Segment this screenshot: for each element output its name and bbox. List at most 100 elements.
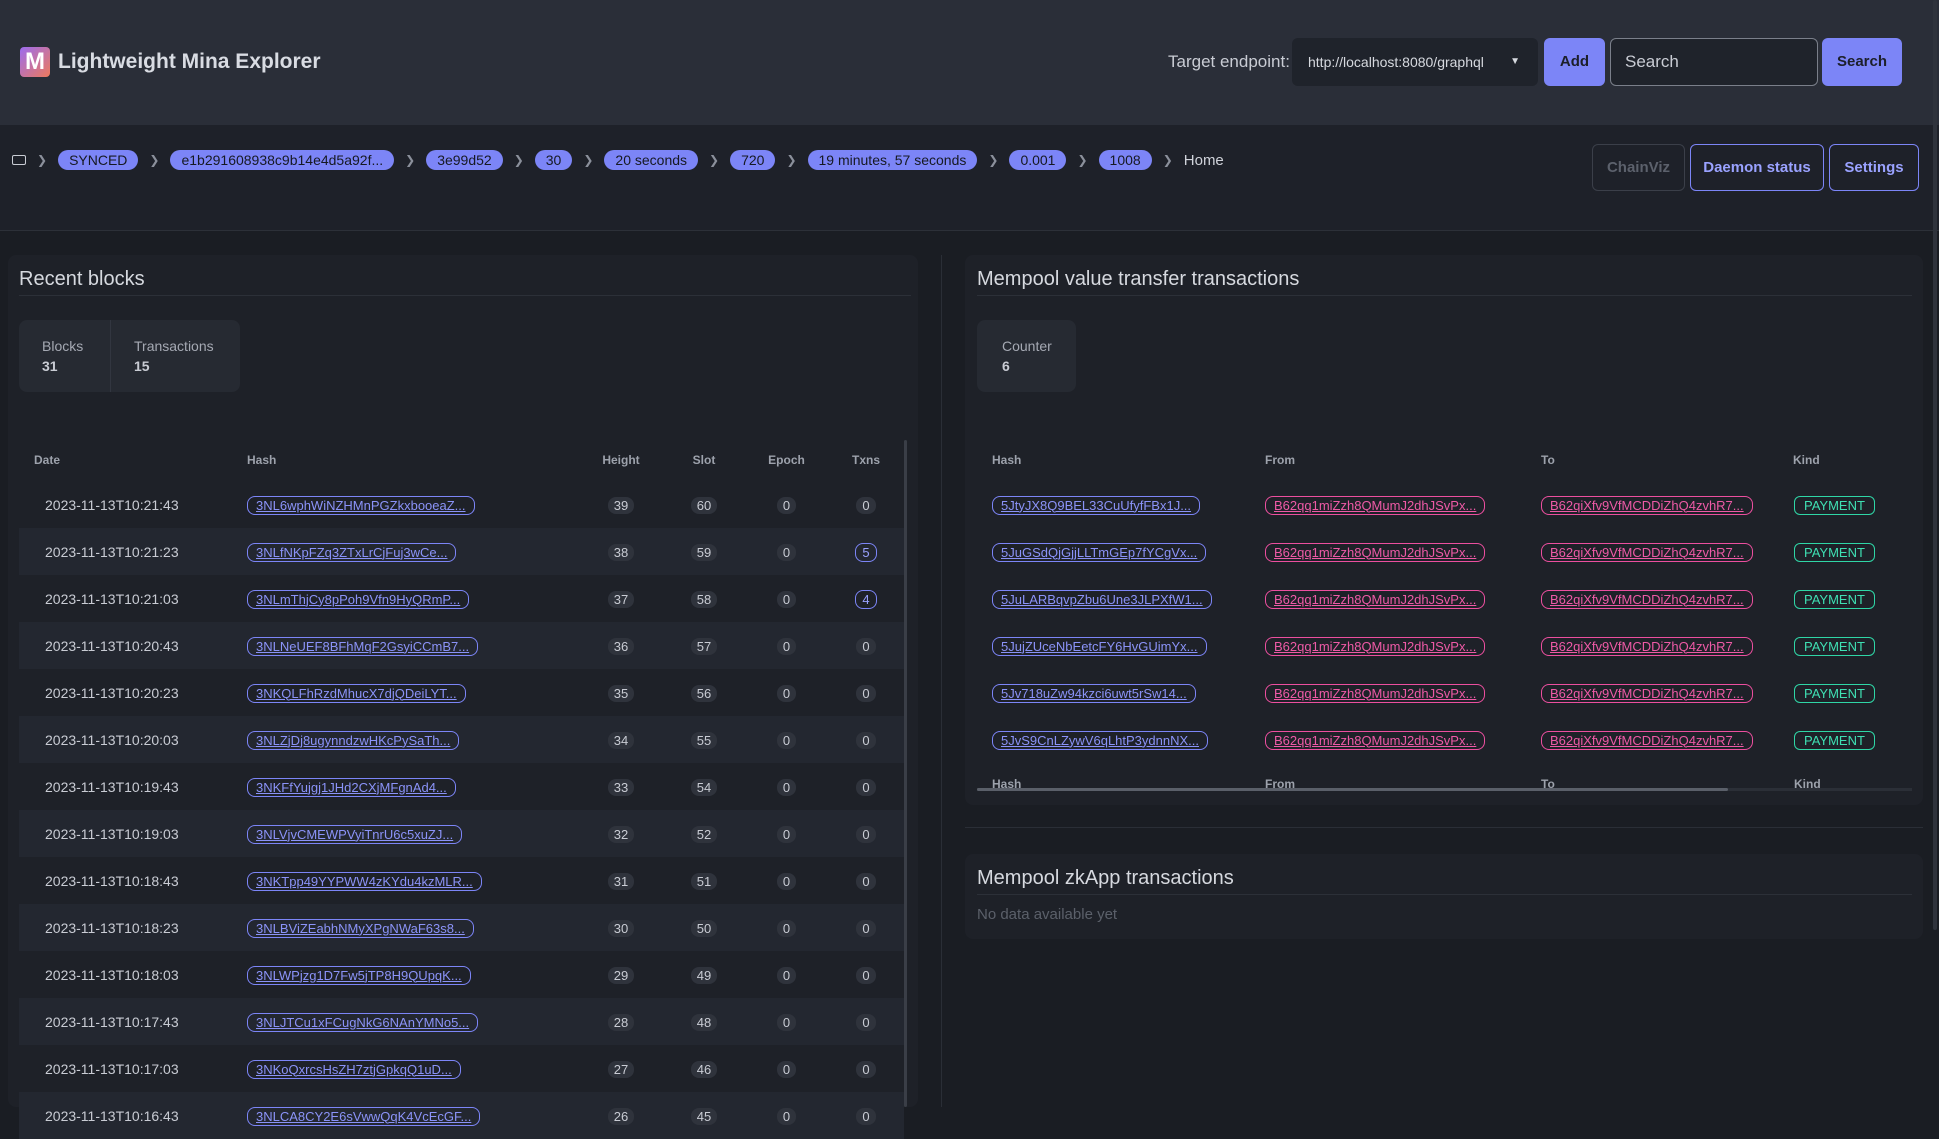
table-row[interactable]: 5JuLARBqvpZbu6Une3JLPXfW1... B62qq1miZzh8… <box>977 575 1912 622</box>
block-txns[interactable]: 5 <box>855 542 877 562</box>
table-row[interactable]: 5JuGSdQjGjjLLTmGEp7fYCgVx... B62qq1miZzh8… <box>977 528 1912 575</box>
block-slot: 55 <box>690 731 718 749</box>
to-address-link[interactable]: B62qiXfv9VfMCDDiZhQ4zvhR7... <box>1541 636 1753 656</box>
block-height: 26 <box>607 1107 635 1125</box>
search-input[interactable] <box>1610 38 1818 86</box>
to-address-link[interactable]: B62qiXfv9VfMCDDiZhQ4zvhR7... <box>1541 542 1753 562</box>
block-slot: 48 <box>690 1013 718 1031</box>
table-row[interactable]: 2023-11-13T10:19:43 3NKFfYujgj1JHd2CXjMFg… <box>19 763 904 810</box>
tx-hash-link[interactable]: 5JuGSdQjGjjLLTmGEp7fYCgVx... <box>992 542 1207 562</box>
transactions-stat-value: 15 <box>134 358 150 374</box>
block-slot: 57 <box>690 637 718 655</box>
endpoint-select[interactable]: http://localhost:8080/graphql ▼ <box>1292 38 1538 86</box>
block-date: 2023-11-13T10:18:23 <box>45 919 179 936</box>
block-hash-link[interactable]: 3NLfNKpFZq3ZTxLrCjFuj3wCe... <box>247 542 457 562</box>
folder-icon[interactable] <box>12 155 26 165</box>
add-endpoint-button[interactable]: Add <box>1544 38 1605 86</box>
from-address-link[interactable]: B62qq1miZzh8QMumJ2dhJSvPx... <box>1265 683 1486 703</box>
block-epoch: 0 <box>776 872 797 890</box>
column-header-epoch[interactable]: Epoch <box>745 439 828 481</box>
daemon-status-button[interactable]: Daemon status <box>1690 144 1824 191</box>
to-address-link[interactable]: B62qiXfv9VfMCDDiZhQ4zvhR7... <box>1541 730 1753 750</box>
from-address-link[interactable]: B62qq1miZzh8QMumJ2dhJSvPx... <box>1265 589 1486 609</box>
table-row[interactable]: 2023-11-13T10:19:03 3NLVjvCMEWPVyiTnrU6c5… <box>19 810 904 857</box>
block-height: 35 <box>607 684 635 702</box>
block-hash-link[interactable]: 3NKoQxrcsHsZH7ztjGpkqQ1uD... <box>247 1059 461 1079</box>
block-hash-link[interactable]: 3NLCA8CY2E6sVwwQqK4VcEcGF... <box>247 1106 481 1126</box>
to-address-link[interactable]: B62qiXfv9VfMCDDiZhQ4zvhR7... <box>1541 589 1753 609</box>
block-hash-link[interactable]: 3NLVjvCMEWPVyiTnrU6c5xuZJ... <box>247 824 463 844</box>
column-header-from[interactable]: From <box>1250 439 1526 481</box>
to-address-link[interactable]: B62qiXfv9VfMCDDiZhQ4zvhR7... <box>1541 495 1753 515</box>
block-hash-link[interactable]: 3NLZjDj8ugynndzwHKcPySaTh... <box>247 730 460 750</box>
block-txns: 0 <box>856 966 876 984</box>
column-header-slot[interactable]: Slot <box>663 439 745 481</box>
settings-button[interactable]: Settings <box>1829 144 1919 191</box>
transactions-stat-label: Transactions <box>134 338 214 354</box>
blocks-scrollbar[interactable] <box>904 440 907 1107</box>
block-height: 36 <box>607 637 635 655</box>
block-hash-link[interactable]: 3NLmThjCy8pPoh9Vfn9HyQRmP... <box>247 589 470 609</box>
table-row[interactable]: 2023-11-13T10:18:03 3NLWPjzg1D7Fw5jTP8H9Q… <box>19 951 904 998</box>
block-hash-link[interactable]: 3NKTpp49YYPWW4zKYdu4kzMLR... <box>247 871 482 891</box>
block-date: 2023-11-13T10:21:43 <box>45 496 179 513</box>
from-address-link[interactable]: B62qq1miZzh8QMumJ2dhJSvPx... <box>1265 542 1486 562</box>
block-hash-link[interactable]: 3NLNeUEF8BFhMqF2GsyiCCmB7... <box>247 636 479 656</box>
crumb-commit: 3e99d52 <box>426 150 503 170</box>
table-row[interactable]: 2023-11-13T10:16:43 3NLCA8CY2E6sVwwQqK4Vc… <box>19 1092 904 1139</box>
horizontal-scrollbar[interactable] <box>977 788 1728 791</box>
block-date: 2023-11-13T10:18:43 <box>45 872 179 889</box>
table-row[interactable]: 2023-11-13T10:17:43 3NLJTCu1xFCugNkG6NAnY… <box>19 998 904 1045</box>
crumb-home[interactable]: Home <box>1183 151 1224 169</box>
from-address-link[interactable]: B62qq1miZzh8QMumJ2dhJSvPx... <box>1265 730 1486 750</box>
block-hash-link[interactable]: 3NLWPjzg1D7Fw5jTP8H9QUpqK... <box>247 965 471 985</box>
from-address-link[interactable]: B62qq1miZzh8QMumJ2dhJSvPx... <box>1265 636 1486 656</box>
column-header-txns[interactable]: Txns <box>828 439 904 481</box>
page-scrollbar[interactable] <box>1933 0 1937 930</box>
block-hash-link[interactable]: 3NKQLFhRzdMhucX7djQDeiLYT... <box>247 683 466 703</box>
column-header-hash[interactable]: Hash <box>977 439 1250 481</box>
column-header-to[interactable]: To <box>1526 439 1793 481</box>
tx-hash-link[interactable]: 5Jv718uZw94kzci6uwt5rSw14... <box>992 683 1196 703</box>
tx-hash-link[interactable]: 5JvS9CnLZywV6qLhtP3ydnnNX... <box>992 730 1208 750</box>
block-slot: 52 <box>690 825 718 843</box>
table-row[interactable]: 2023-11-13T10:21:03 3NLmThjCy8pPoh9Vfn9Hy… <box>19 575 904 622</box>
status-bar <box>0 125 1939 231</box>
to-address-link[interactable]: B62qiXfv9VfMCDDiZhQ4zvhR7... <box>1541 683 1753 703</box>
search-button[interactable]: Search <box>1822 38 1902 86</box>
chainviz-button[interactable]: ChainViz <box>1592 144 1685 191</box>
tx-hash-link[interactable]: 5JuLARBqvpZbu6Une3JLPXfW1... <box>992 589 1212 609</box>
tx-hash-link[interactable]: 5JtyJX8Q9BEL33CuUfyfFBx1J... <box>992 495 1201 515</box>
block-txns: 0 <box>856 496 876 514</box>
block-height: 38 <box>607 543 635 561</box>
table-row[interactable]: 5JujZUceNbEetcFY6HvGUimYx... B62qq1miZzh8… <box>977 622 1912 669</box>
recent-blocks-panel <box>8 255 918 1107</box>
table-row[interactable]: 2023-11-13T10:18:43 3NKTpp49YYPWW4zKYdu4k… <box>19 857 904 904</box>
table-row[interactable]: 5Jv718uZw94kzci6uwt5rSw14... B62qq1miZzh8… <box>977 669 1912 716</box>
table-row[interactable]: 2023-11-13T10:21:23 3NLfNKpFZq3ZTxLrCjFuj… <box>19 528 904 575</box>
column-header-height[interactable]: Height <box>579 439 663 481</box>
block-hash-link[interactable]: 3NL6wphWiNZHMnPGZkxbooeaZ... <box>247 495 475 515</box>
chevron-right-icon: ❯ <box>583 153 594 167</box>
table-row[interactable]: 2023-11-13T10:20:43 3NLNeUEF8BFhMqF2GsyiC… <box>19 622 904 669</box>
table-row[interactable]: 2023-11-13T10:21:43 3NL6wphWiNZHMnPGZkxbo… <box>19 481 904 528</box>
column-header-hash[interactable]: Hash <box>246 439 579 481</box>
recent-blocks-title: Recent blocks <box>19 268 145 290</box>
table-row[interactable]: 5JtyJX8Q9BEL33CuUfyfFBx1J... B62qq1miZzh8… <box>977 481 1912 528</box>
block-date: 2023-11-13T10:16:43 <box>45 1107 179 1124</box>
table-row[interactable]: 5JvS9CnLZywV6qLhtP3ydnnNX... B62qq1miZzh8… <box>977 716 1912 763</box>
block-hash-link[interactable]: 3NKFfYujgj1JHd2CXjMFgnAd4... <box>247 777 456 797</box>
column-header-date[interactable]: Date <box>19 439 246 481</box>
blocks-stat-value: 31 <box>42 358 58 374</box>
block-hash-link[interactable]: 3NLJTCu1xFCugNkG6NAnYMNo5... <box>247 1012 479 1032</box>
table-row[interactable]: 2023-11-13T10:20:03 3NLZjDj8ugynndzwHKcPy… <box>19 716 904 763</box>
block-hash-link[interactable]: 3NLBViZEabhNMyXPgNWaF63s8... <box>247 918 474 938</box>
from-address-link[interactable]: B62qq1miZzh8QMumJ2dhJSvPx... <box>1265 495 1486 515</box>
table-row[interactable]: 2023-11-13T10:17:03 3NKoQxrcsHsZH7ztjGpkq… <box>19 1045 904 1092</box>
tx-hash-link[interactable]: 5JujZUceNbEetcFY6HvGUimYx... <box>992 636 1207 656</box>
table-row[interactable]: 2023-11-13T10:18:23 3NLBViZEabhNMyXPgNWaF… <box>19 904 904 951</box>
table-row[interactable]: 2023-11-13T10:20:23 3NKQLFhRzdMhucX7djQDe… <box>19 669 904 716</box>
block-txns[interactable]: 4 <box>855 589 877 609</box>
column-header-kind[interactable]: Kind <box>1793 439 1912 481</box>
app-title: Lightweight Mina Explorer <box>58 50 321 73</box>
